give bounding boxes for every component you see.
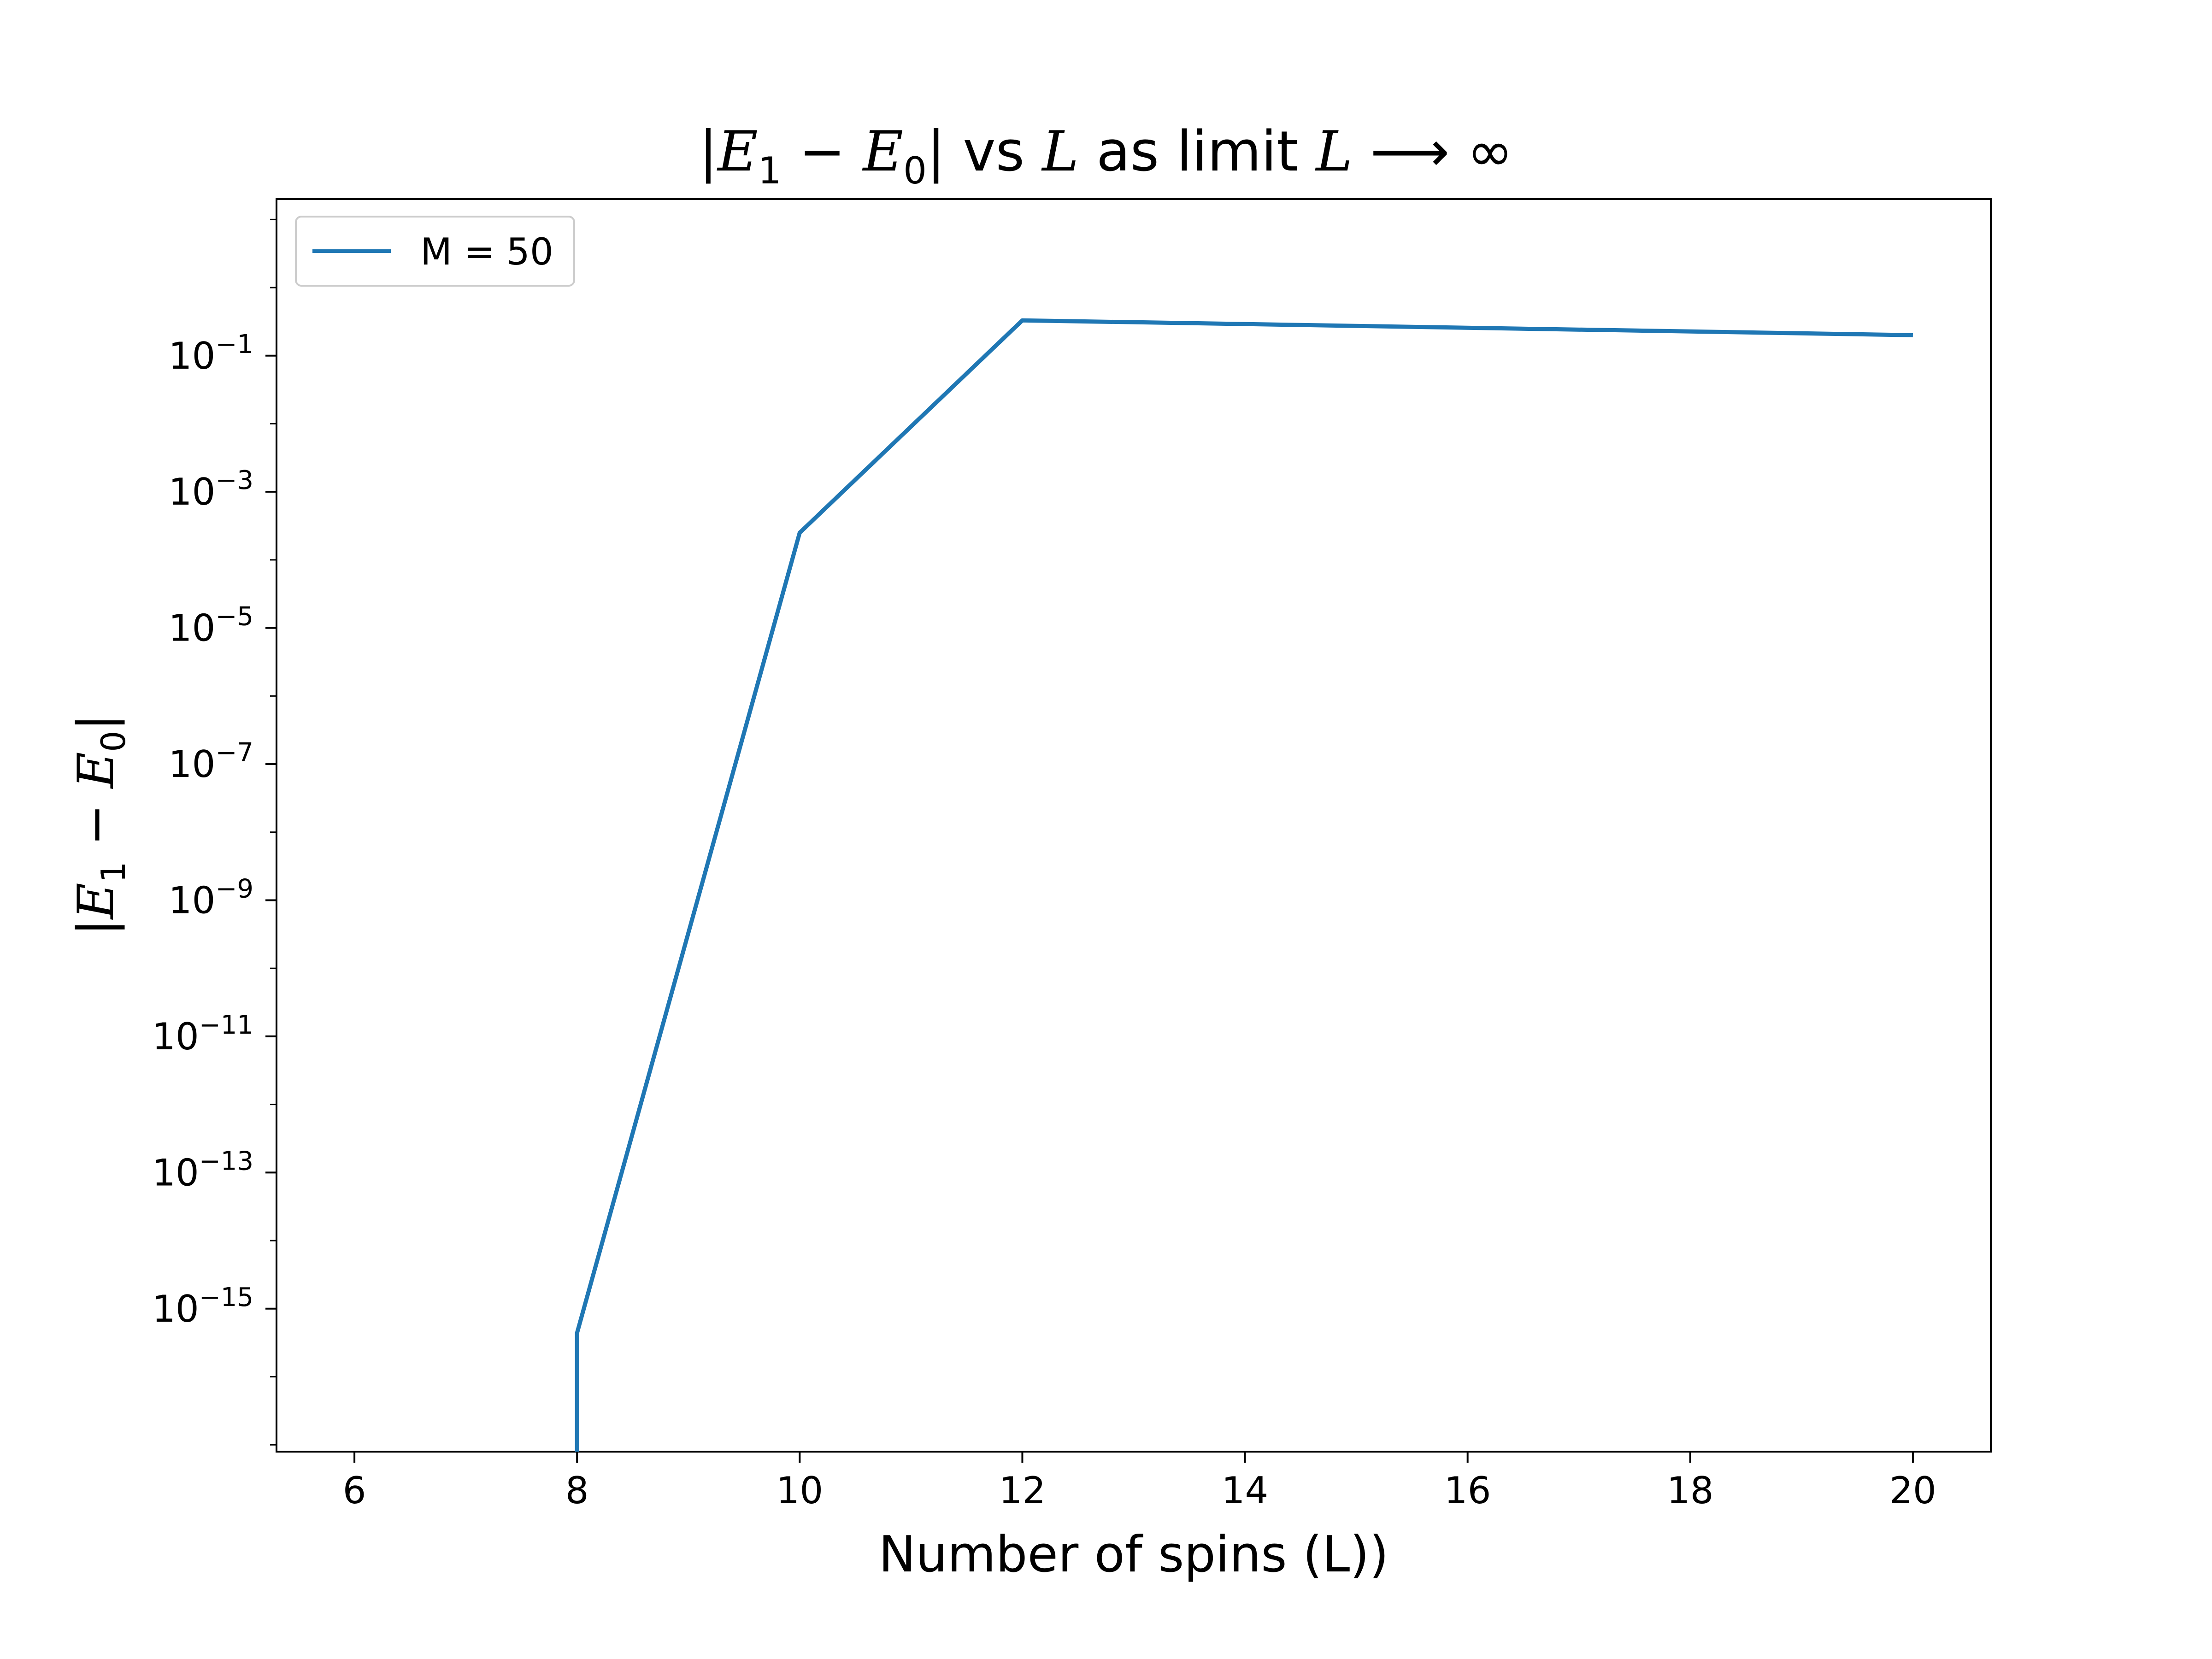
legend-box — [295, 216, 575, 287]
y-tick-base: 10 — [169, 335, 216, 377]
y-tick-base: 10 — [152, 1288, 199, 1330]
y-tick-exponent: −9 — [215, 874, 253, 904]
x-tick-label: 12 — [999, 1469, 1046, 1512]
x-tick-label: 18 — [1667, 1469, 1714, 1512]
y-tick-label: 10−5 — [169, 602, 253, 650]
y-tick-exponent: −3 — [215, 465, 253, 495]
x-tick-label: 14 — [1222, 1469, 1269, 1512]
plot-frame — [276, 198, 1992, 1453]
x-tick-label: 20 — [1889, 1469, 1936, 1512]
series-line — [575, 318, 1913, 1452]
y-tick-label: 10−9 — [169, 874, 253, 922]
y-tick-label: 10−13 — [152, 1146, 253, 1194]
y-tick-base: 10 — [152, 1151, 199, 1194]
x-tick-label: 10 — [776, 1469, 823, 1512]
legend-label: M = 50 — [420, 230, 553, 273]
x-tick-label: 6 — [343, 1469, 366, 1512]
y-tick-label: 10−15 — [152, 1282, 253, 1330]
series-layer — [575, 318, 1913, 1452]
y-tick-label: 10−3 — [169, 465, 253, 513]
y-tick-label: 10−7 — [169, 738, 253, 786]
x-tick-label: 8 — [565, 1469, 589, 1512]
y-axis-label: |E1 − E0| — [67, 714, 133, 935]
y-tick-exponent: −15 — [199, 1282, 253, 1312]
y-tick-label: 10−11 — [152, 1010, 253, 1058]
y-tick-exponent: −13 — [199, 1146, 253, 1176]
y-tick-base: 10 — [169, 471, 216, 513]
legend: M = 50 — [295, 216, 575, 287]
y-tick-base: 10 — [169, 607, 216, 650]
y-tick-exponent: −5 — [215, 602, 253, 632]
x-axis-ticks: 6 8 10 12 14 16 18 20 — [343, 1452, 1936, 1512]
y-tick-exponent: −7 — [215, 738, 253, 768]
chart-title: |E1 − E0| vs L as limit L ⟶ ∞ — [699, 120, 1513, 192]
y-tick-label: 10−1 — [169, 329, 253, 377]
y-tick-base: 10 — [152, 1015, 199, 1058]
x-axis-label: Number of spins (L)) — [878, 1526, 1388, 1583]
y-tick-exponent: −11 — [199, 1010, 253, 1040]
y-tick-base: 10 — [169, 743, 216, 786]
x-tick-label: 16 — [1444, 1469, 1491, 1512]
y-tick-exponent: −1 — [215, 329, 253, 359]
y-tick-base: 10 — [169, 879, 216, 922]
